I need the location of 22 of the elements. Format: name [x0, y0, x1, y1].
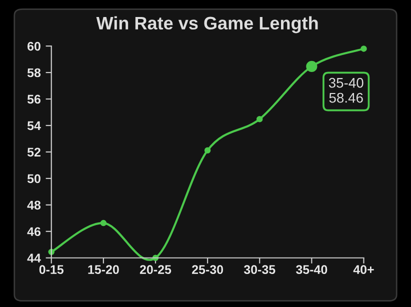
x-tick-label: 40+	[353, 265, 374, 274]
point	[100, 220, 107, 226]
point	[256, 116, 263, 122]
point	[204, 147, 211, 154]
y-tick-label: 54	[27, 121, 41, 130]
y-tick-label: 52	[27, 148, 40, 157]
y-tick-label: 48	[27, 200, 41, 210]
x-tick-label: 30-35	[244, 265, 276, 274]
x-tick-label: 20-25	[140, 265, 172, 274]
chart-title: Win Rate vs Game Length	[96, 16, 318, 34]
point	[360, 46, 367, 52]
x-tick-label: 15-20	[88, 265, 119, 274]
y-tick-label: 56	[27, 94, 41, 104]
y-tick-label: 44	[27, 254, 41, 262]
y-tick-label: 46	[27, 227, 41, 236]
y-tick-label: 60	[28, 42, 40, 51]
x-tick-label: 0-15	[39, 265, 64, 274]
y-tick-label: 50	[27, 174, 40, 184]
annotation: 35-40 58.46	[328, 78, 364, 103]
x-tick-label: 25-30	[192, 265, 224, 274]
x-tick-label: 35-40	[296, 265, 328, 274]
y-tick-label: 58	[27, 68, 41, 78]
